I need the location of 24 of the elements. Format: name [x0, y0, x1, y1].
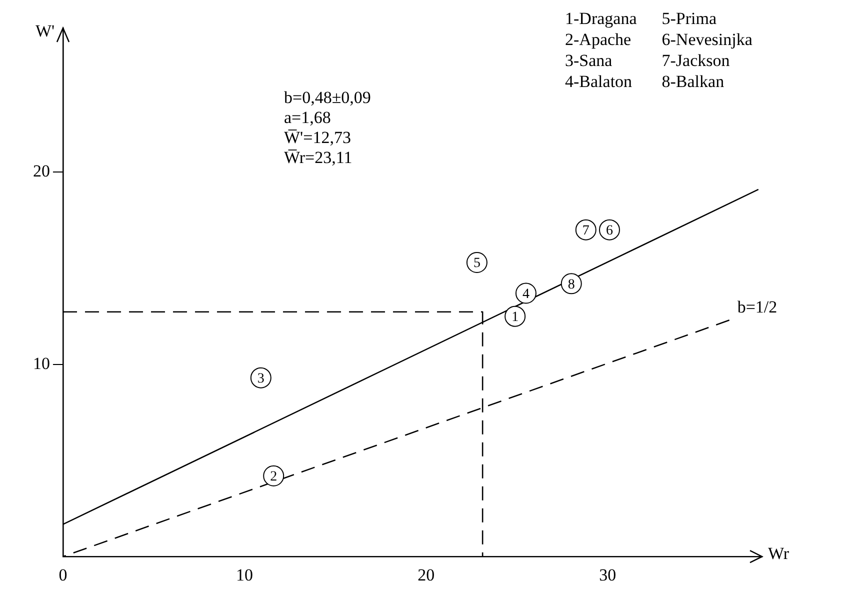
annotation: 3-Sana — [565, 50, 614, 71]
annotation: 1-Dragana — [565, 8, 637, 29]
annotation: b=0,48±0,09 a=1,68 W̅'=12,73 W̅r=23,11 — [284, 88, 371, 168]
annotation: 4-Balaton — [565, 71, 634, 92]
x-tick-label: 30 — [599, 565, 616, 584]
annotation: 8-Balkan — [662, 71, 726, 92]
series-label: 1 — [512, 310, 519, 325]
y-axis-title: W' — [35, 21, 55, 40]
series-label: 8 — [568, 277, 575, 292]
series-label: b=1/2 — [737, 298, 778, 317]
x-axis-title: Wr — [768, 544, 790, 564]
series-label: 7 — [582, 224, 590, 238]
annotation: 5-Prima — [662, 8, 718, 29]
series-label: 3 — [257, 372, 264, 387]
series-label: 2 — [270, 470, 278, 485]
x-tick-label: 10 — [236, 565, 254, 584]
annotation: 2-Apache — [565, 29, 632, 50]
x-tick-label: 20 — [418, 565, 435, 584]
series-label: 4 — [522, 286, 530, 302]
annotation: 6-Nevesinjka — [662, 29, 752, 50]
annotation: 7-Jackson — [662, 50, 731, 71]
series-label: 6 — [606, 224, 613, 238]
x-tick-label: 0 — [58, 565, 68, 584]
series-label: 5 — [473, 256, 480, 272]
